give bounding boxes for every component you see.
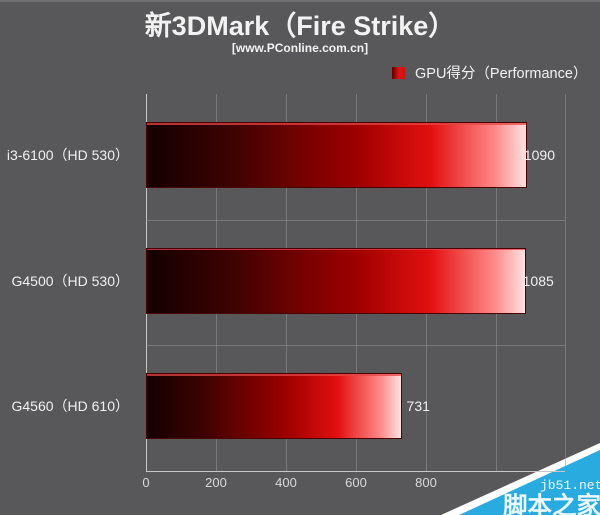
svg-text:jb51.net: jb51.net: [540, 478, 600, 493]
svg-text:脚本之家: 脚本之家: [503, 491, 600, 515]
